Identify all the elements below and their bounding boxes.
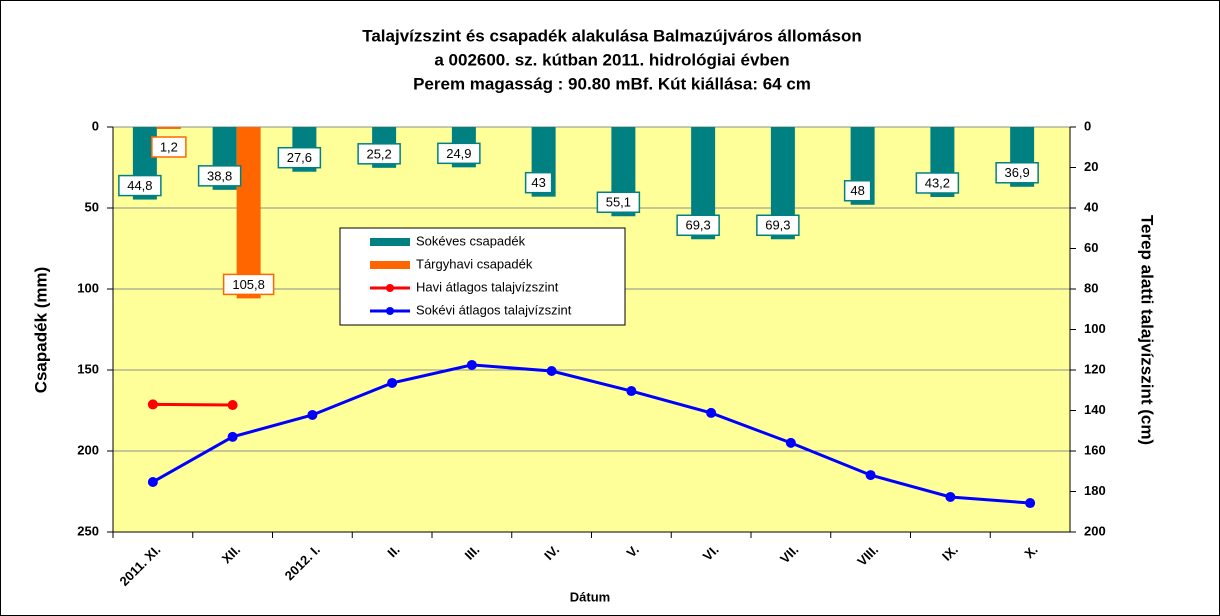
y-tick-label: 0 [92, 118, 99, 133]
data-label-box [596, 191, 641, 214]
legend-label: Sokéves csapadék [416, 233, 526, 248]
line-point [227, 431, 238, 442]
legend-swatch [386, 307, 394, 315]
bar [156, 127, 181, 129]
legend-label: Tárgyhavi csapadék [416, 256, 533, 271]
line-point [147, 399, 158, 410]
line-point [865, 470, 876, 481]
line [152, 363, 1031, 505]
line-point [785, 437, 796, 448]
chart-title: a 002600. sz. kútban 2011. hidrológiai é… [434, 50, 789, 69]
y2-tick-label: 60 [1084, 240, 1098, 255]
line-point [945, 491, 956, 502]
y-axis-title: Csapadék (mm) [31, 267, 50, 394]
line-point [546, 366, 557, 377]
y2-tick-label: 80 [1084, 280, 1098, 295]
data-label-box [676, 214, 720, 237]
data-label: 38,8 [207, 168, 232, 183]
line-point [466, 359, 477, 370]
data-label-box [118, 174, 162, 197]
data-label-box [915, 172, 960, 194]
data-label-box [995, 162, 1039, 184]
y2-axis-title: Terep alatti talajvízszint (cm) [1138, 215, 1157, 445]
line-point [1025, 498, 1036, 509]
data-label: 69,3 [685, 218, 710, 233]
data-label-box [357, 143, 401, 165]
data-label-box [756, 214, 800, 237]
legend-label: Sokévi átlagos talajvízszint [416, 302, 572, 317]
y2-tick-label: 100 [1084, 321, 1106, 336]
data-label-box [151, 136, 187, 158]
data-label-box [843, 180, 872, 202]
line-point [307, 409, 318, 420]
line-point [147, 476, 158, 487]
data-label: 48 [850, 183, 864, 198]
y2-tick-label: 200 [1084, 523, 1106, 538]
y2-tick-label: 0 [1084, 118, 1091, 133]
line-point [227, 400, 238, 411]
line [152, 402, 233, 407]
legend-swatch [370, 261, 410, 269]
y-tick-label: 100 [77, 280, 99, 295]
y2-tick-label: 120 [1084, 361, 1106, 376]
data-label-box [222, 273, 275, 296]
y-tick-label: 150 [77, 361, 99, 376]
legend-swatch [370, 238, 410, 246]
data-label: 43,2 [925, 175, 950, 190]
y2-tick-label: 180 [1084, 483, 1106, 498]
y2-tick-label: 40 [1084, 199, 1098, 214]
y2-tick-label: 160 [1084, 442, 1106, 457]
y-tick-label: 50 [85, 199, 99, 214]
x-axis-title: Dátum [570, 589, 610, 604]
y-tick-label: 250 [77, 523, 99, 538]
y-tick-label: 200 [77, 442, 99, 457]
data-label-box [277, 146, 322, 169]
data-label-box [437, 142, 481, 165]
data-label-box [524, 171, 553, 194]
data-label: 43 [531, 175, 545, 190]
y2-tick-label: 140 [1084, 402, 1106, 417]
plot-area [113, 127, 1070, 532]
data-label: 36,9 [1004, 165, 1029, 180]
data-label: 55,1 [606, 195, 631, 210]
legend-swatch [386, 284, 394, 292]
data-label: 24,9 [446, 146, 471, 161]
data-label: 44,8 [127, 178, 152, 193]
y2-tick-label: 20 [1084, 159, 1098, 174]
bar [236, 127, 261, 299]
data-label: 105,8 [232, 277, 265, 292]
data-label: 25,2 [366, 146, 391, 161]
data-label: 27,6 [287, 150, 312, 165]
line-point [706, 407, 717, 418]
chart-title: Perem magasság : 90.80 mBf. Kút kiállása… [413, 74, 811, 93]
legend-label: Havi átlagos talajvízszint [416, 279, 559, 294]
line-point [626, 386, 637, 397]
chart-title: Talajvízszint és csapadék alakulása Balm… [362, 26, 862, 45]
data-label: 69,3 [765, 218, 790, 233]
line-point [387, 377, 398, 388]
data-label: 1,2 [160, 139, 178, 154]
data-label-box [197, 165, 242, 187]
